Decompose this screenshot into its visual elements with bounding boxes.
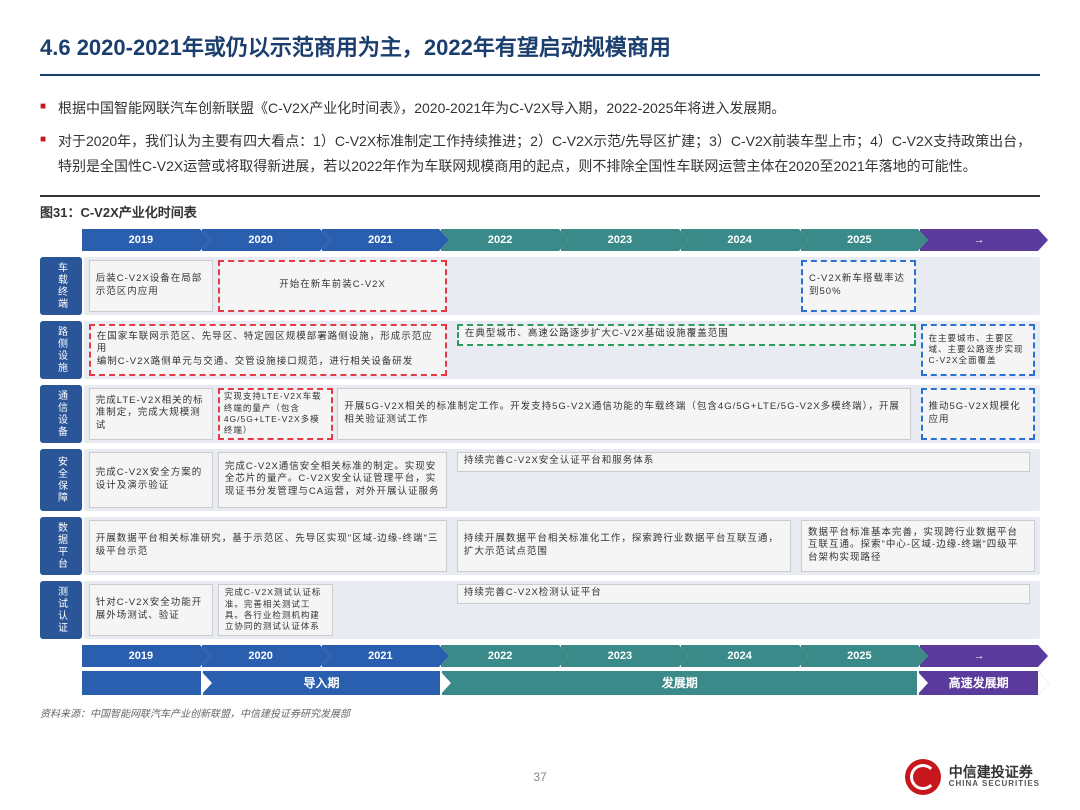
page-number: 37	[533, 770, 546, 784]
year-cell: 2019	[82, 645, 200, 667]
timeline-chart: 2019202020212022202320242025→ 车载终端 后装C-V…	[40, 229, 1040, 695]
figure-title: 图31：C-V2X产业化时间表	[40, 195, 1040, 221]
row-label: 路侧设施	[40, 321, 82, 379]
row-test-cert: 测试认证 针对C-V2X安全功能开展外场测试、验证 完成C-V2X测试认证标准。…	[40, 581, 1040, 639]
phase-cell	[82, 671, 201, 695]
year-cell: 2020	[202, 645, 320, 667]
logo-text: 中信建投证券 CHINA SECURITIES	[949, 765, 1040, 789]
row-label: 测试认证	[40, 581, 82, 639]
box: 完成LTE-V2X相关的标准制定，完成大规模测试	[89, 388, 213, 440]
box-highlight-blue: 在主要城市、主要区域、主要公路逐步实现C-V2X全面覆盖	[921, 324, 1036, 376]
box-highlight-red: 在国家车联网示范区、先导区、特定园区规模部署路侧设施，形成示范应用 编制C-V2…	[89, 324, 448, 376]
year-cell: 2023	[561, 645, 679, 667]
box: 持续完善C-V2X检测认证平台	[457, 584, 1031, 604]
row-security: 安全保障 完成C-V2X安全方案的设计及演示验证 完成C-V2X通信安全相关标准…	[40, 449, 1040, 511]
phase-cell: 高速发展期	[919, 671, 1038, 695]
box-highlight-blue: 推动5G-V2X规模化应用	[921, 388, 1036, 440]
box: 针对C-V2X安全功能开展外场测试、验证	[89, 584, 213, 636]
box: 后装C-V2X设备在局部示范区内应用	[89, 260, 213, 312]
year-cell: 2025	[801, 645, 919, 667]
box: 完成C-V2X安全方案的设计及演示验证	[89, 452, 213, 508]
bullet-item: 对于2020年，我们认为主要有四大看点：1）C-V2X标准制定工作持续推进；2）…	[40, 129, 1040, 179]
row-label: 数据平台	[40, 517, 82, 575]
year-bar-bottom: 2019202020212022202320242025→	[82, 645, 1040, 667]
year-bar-top: 2019202020212022202320242025→	[82, 229, 1040, 251]
source-text: 资料来源：中国智能网联汽车产业创新联盟，中信建投证券研究发展部	[40, 705, 1040, 720]
year-cell: 2024	[681, 229, 799, 251]
phase-cell: 发展期	[442, 671, 917, 695]
logo-icon	[905, 759, 941, 795]
year-cell: 2023	[561, 229, 679, 251]
row-content: 针对C-V2X安全功能开展外场测试、验证 完成C-V2X测试认证标准。完善相关测…	[84, 581, 1040, 639]
year-cell: 2025	[801, 229, 919, 251]
box: 开展数据平台相关标准研究，基于示范区、先导区实现"区域-边缘-终端"三级平台示范	[89, 520, 448, 572]
timeline-rows: 车载终端 后装C-V2X设备在局部示范区内应用 开始在新车前装C-V2X C-V…	[40, 257, 1040, 639]
row-data-platform: 数据平台 开展数据平台相关标准研究，基于示范区、先导区实现"区域-边缘-终端"三…	[40, 517, 1040, 575]
year-cell: →	[920, 645, 1038, 667]
row-content: 开展数据平台相关标准研究，基于示范区、先导区实现"区域-边缘-终端"三级平台示范…	[84, 517, 1040, 575]
row-vehicle-terminal: 车载终端 后装C-V2X设备在局部示范区内应用 开始在新车前装C-V2X C-V…	[40, 257, 1040, 315]
box: 数据平台标准基本完善，实现跨行业数据平台互联互通。探索"中心-区域-边缘-终端"…	[801, 520, 1035, 572]
row-content: 后装C-V2X设备在局部示范区内应用 开始在新车前装C-V2X C-V2X新车搭…	[84, 257, 1040, 315]
row-label: 通信设备	[40, 385, 82, 443]
phase-cell: 导入期	[203, 671, 441, 695]
year-cell: →	[920, 229, 1038, 251]
row-label: 车载终端	[40, 257, 82, 315]
box: 开展5G-V2X相关的标准制定工作。开发支持5G-V2X通信功能的车载终端（包含…	[337, 388, 911, 440]
bullet-item: 根据中国智能网联汽车创新联盟《C-V2X产业化时间表》，2020-2021年为C…	[40, 96, 1040, 121]
year-cell: 2021	[322, 645, 440, 667]
bullet-list: 根据中国智能网联汽车创新联盟《C-V2X产业化时间表》，2020-2021年为C…	[40, 96, 1040, 180]
box-highlight-blue: C-V2X新车搭载率达到50%	[801, 260, 916, 312]
slide-title: 4.6 2020-2021年或仍以示范商用为主，2022年有望启动规模商用	[40, 30, 1040, 76]
year-cell: 2020	[202, 229, 320, 251]
year-cell: 2022	[441, 229, 559, 251]
row-content: 在国家车联网示范区、先导区、特定园区规模部署路侧设施，形成示范应用 编制C-V2…	[84, 321, 1040, 379]
company-logo: 中信建投证券 CHINA SECURITIES	[905, 759, 1040, 795]
footer: 37 中信建投证券 CHINA SECURITIES	[0, 759, 1080, 795]
box: 持续完善C-V2X安全认证平台和服务体系	[457, 452, 1031, 472]
year-cell: 2024	[681, 645, 799, 667]
box: 完成C-V2X测试认证标准。完善相关测试工具。各行业检测机构建立协同的测试认证体…	[218, 584, 333, 636]
row-roadside: 路侧设施 在国家车联网示范区、先导区、特定园区规模部署路侧设施，形成示范应用 编…	[40, 321, 1040, 379]
year-cell: 2021	[322, 229, 440, 251]
year-cell: 2019	[82, 229, 200, 251]
row-comm-device: 通信设备 完成LTE-V2X相关的标准制定，完成大规模测试 实现支持LTE-V2…	[40, 385, 1040, 443]
row-content: 完成C-V2X安全方案的设计及演示验证 完成C-V2X通信安全相关标准的制定。实…	[84, 449, 1040, 511]
box: 完成C-V2X通信安全相关标准的制定。实现安全芯片的量产。C-V2X安全认证管理…	[218, 452, 447, 508]
box-highlight-red: 实现支持LTE-V2X车载终端的量产（包含4G/5G+LTE-V2X多模终端）	[218, 388, 333, 440]
box-highlight-green: 在典型城市、高速公路逐步扩大C-V2X基础设施覆盖范围	[457, 324, 916, 346]
phase-bar: 导入期发展期高速发展期	[82, 671, 1040, 695]
box: 持续开展数据平台相关标准化工作，探索跨行业数据平台互联互通，扩大示范试点范围	[457, 520, 792, 572]
box-highlight-red: 开始在新车前装C-V2X	[218, 260, 447, 312]
row-content: 完成LTE-V2X相关的标准制定，完成大规模测试 实现支持LTE-V2X车载终端…	[84, 385, 1040, 443]
year-cell: 2022	[441, 645, 559, 667]
row-label: 安全保障	[40, 449, 82, 511]
